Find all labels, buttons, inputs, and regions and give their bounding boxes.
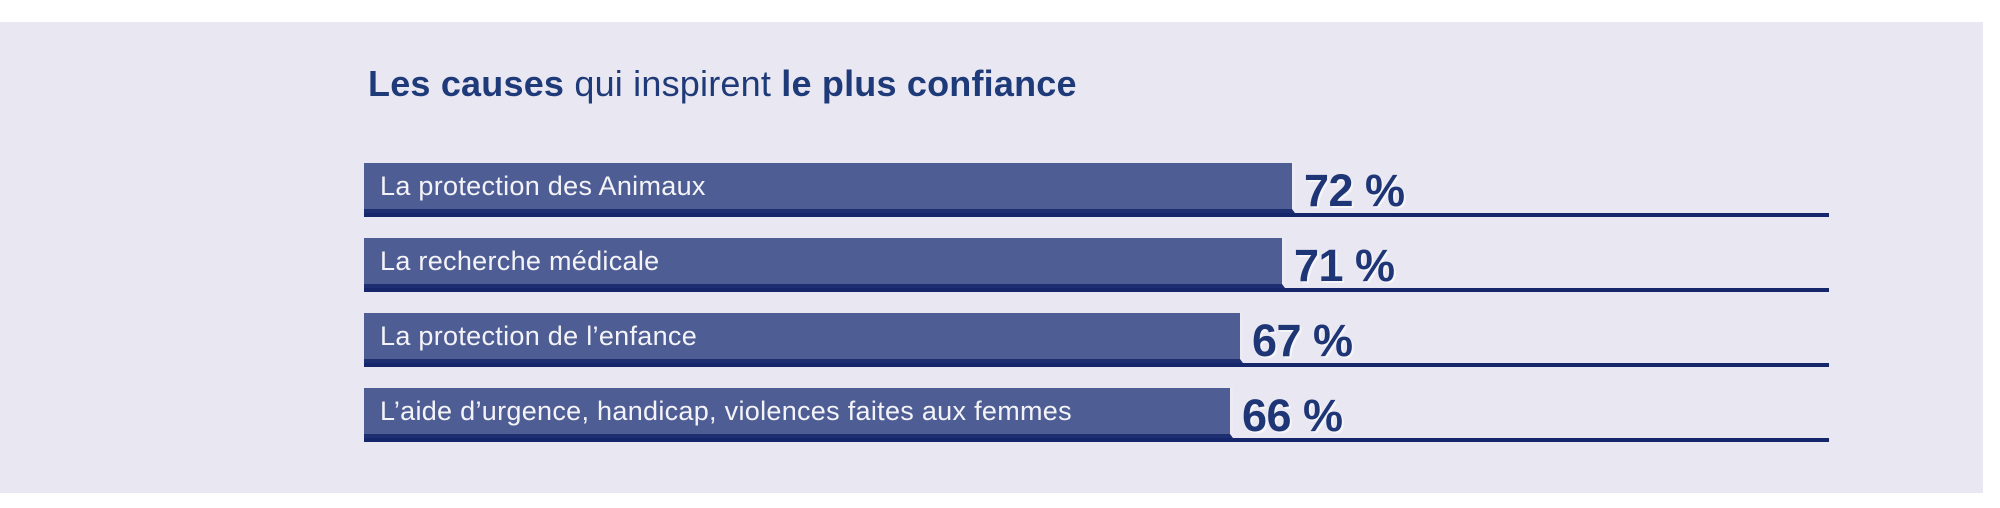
bar: La recherche médicale — [364, 238, 1285, 288]
title-segment-bold: le plus confiance — [781, 63, 1077, 104]
bar-row: L’aide d’urgence, handicap, violences fa… — [364, 388, 1829, 442]
value-label: 67 % — [1252, 314, 1353, 366]
chart-title: Les causes qui inspirent le plus confian… — [368, 66, 1077, 102]
bar: La protection de l’enfance — [364, 313, 1243, 363]
title-segment-bold: Les causes — [368, 63, 575, 104]
category-label: La protection de l’enfance — [380, 320, 698, 351]
value-label: 66 % — [1242, 389, 1343, 441]
value-label: 71 % — [1294, 239, 1395, 291]
bar: La protection des Animaux — [364, 163, 1295, 213]
bar-row: La protection des Animaux 72 % — [364, 163, 1829, 217]
value-label: 72 % — [1304, 164, 1405, 216]
bar: L’aide d’urgence, handicap, violences fa… — [364, 388, 1233, 438]
bar-row: La protection de l’enfance 67 % — [364, 313, 1829, 367]
category-label: La recherche médicale — [380, 245, 660, 276]
title-segment-regular: qui inspirent — [574, 63, 782, 104]
category-label: La protection des Animaux — [380, 170, 706, 201]
category-label: L’aide d’urgence, handicap, violences fa… — [380, 395, 1072, 426]
bar-row: La recherche médicale 71 % — [364, 238, 1829, 292]
bar-chart: La protection des Animaux 72 % La recher… — [364, 163, 1829, 463]
